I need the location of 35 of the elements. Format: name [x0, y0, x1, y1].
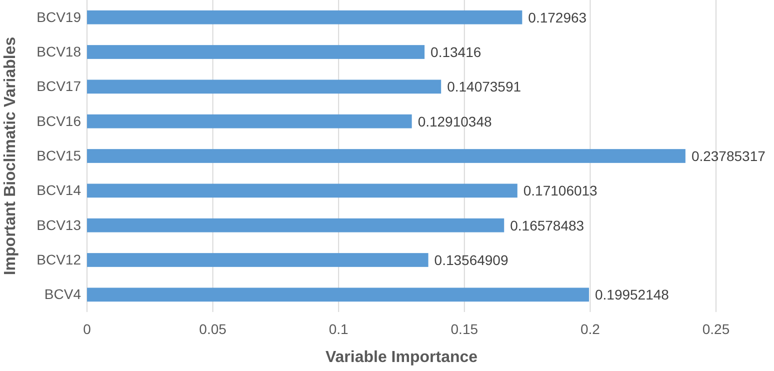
data-label: 0.16578483 [510, 217, 584, 234]
x-tick-label: 0.05 [199, 320, 227, 337]
bar [87, 218, 504, 232]
bar [87, 149, 686, 163]
data-label: 0.13564909 [434, 252, 508, 268]
y-tick-label: BCV4 [44, 286, 82, 302]
bar [87, 114, 412, 128]
x-tick-label: 0 [83, 320, 92, 337]
y-tick-label: BCV17 [36, 78, 82, 94]
y-tick-label: BCV12 [36, 251, 82, 268]
bar [87, 80, 442, 94]
y-axis-title: Important Bioclimatic Variables [2, 36, 19, 276]
x-tick-label: 0.2 [580, 320, 600, 337]
y-tick-label: BCV13 [36, 216, 82, 233]
x-tick-label: 0.25 [702, 320, 730, 337]
bar [87, 184, 518, 198]
y-tick-label: BCV14 [36, 182, 82, 198]
x-tick-label: 0.15 [450, 320, 478, 337]
y-tick-label: BCV15 [36, 147, 82, 164]
y-tick-label: BCV19 [36, 8, 82, 25]
y-tick-label: BCV18 [36, 43, 82, 60]
data-label: 0.12910348 [418, 113, 492, 130]
data-label: 0.23785317 [691, 148, 766, 164]
x-tick-label: 0.1 [328, 320, 349, 337]
data-label: 0.13416 [430, 44, 482, 60]
bar [87, 10, 522, 24]
data-label: 0.14073591 [447, 78, 522, 95]
bar [87, 288, 589, 302]
bar [87, 45, 425, 59]
bar [87, 253, 428, 267]
data-label: 0.172963 [528, 9, 587, 26]
y-tick-label: BCV16 [36, 112, 82, 129]
data-label: 0.17106013 [523, 182, 598, 199]
data-label: 0.19952148 [594, 286, 670, 303]
x-axis-title: Variable Importance [325, 349, 478, 366]
